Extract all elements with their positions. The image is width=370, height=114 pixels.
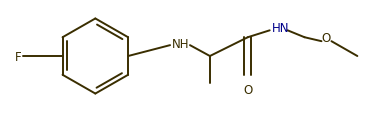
Text: HN: HN [272,22,289,35]
Text: NH: NH [172,38,189,51]
Text: O: O [243,83,252,96]
Text: F: F [15,50,21,63]
Text: O: O [322,31,331,44]
